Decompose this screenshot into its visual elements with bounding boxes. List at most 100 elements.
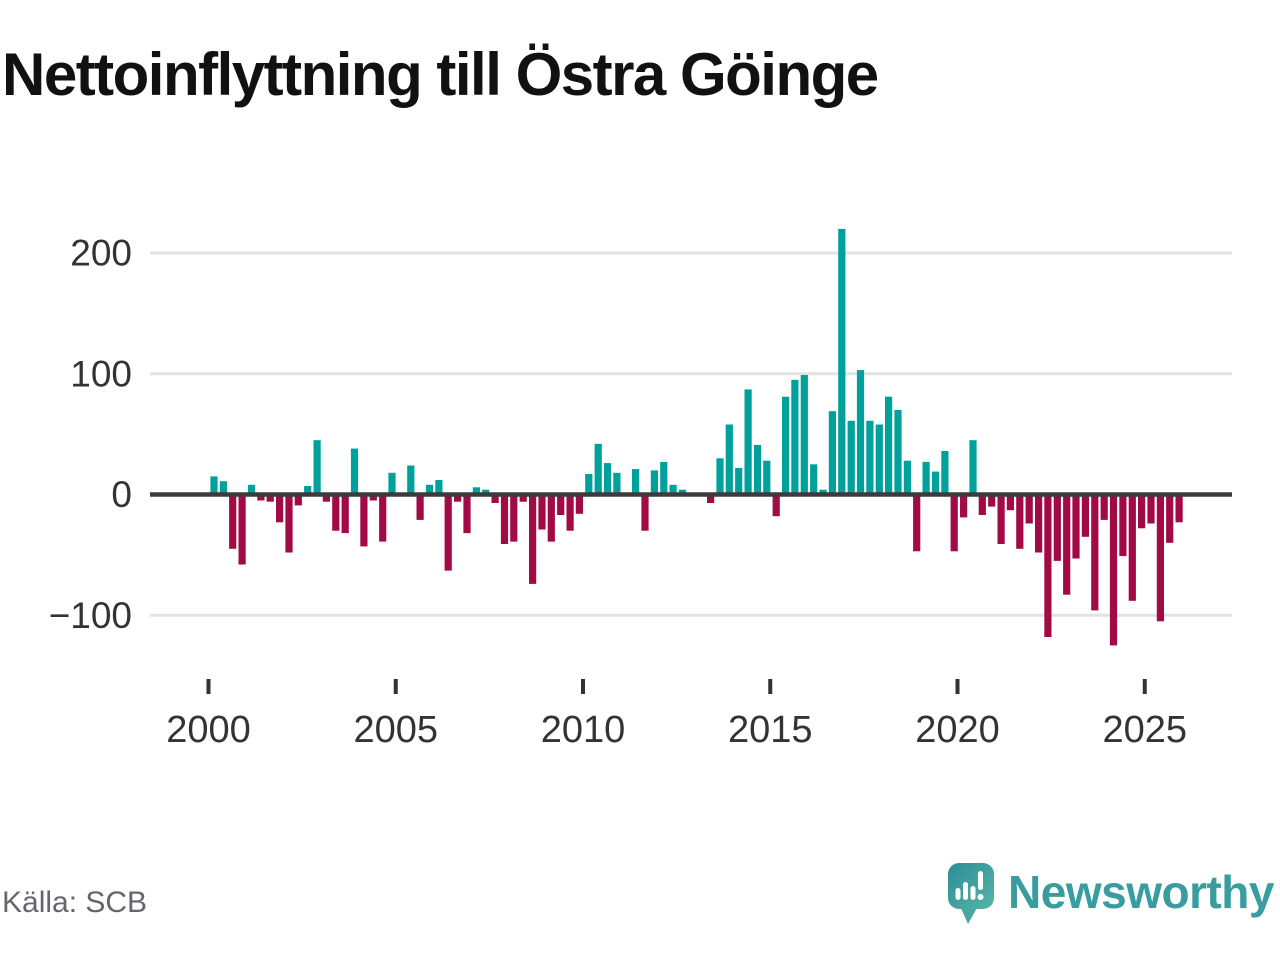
bar [575,494,583,514]
bar [763,460,771,495]
bar [716,458,724,495]
bar [838,228,846,495]
bar [641,494,649,531]
bar [725,424,733,495]
bar [791,379,799,495]
bar [950,494,958,552]
bar [800,375,808,495]
bar [238,494,246,565]
bar [660,461,668,495]
bar [557,494,565,515]
bar [247,484,256,495]
bar [1035,494,1043,553]
bar [772,494,780,517]
bar [819,489,827,495]
bar [219,481,227,495]
bar [885,396,893,495]
x-axis-tick-label: 2015 [728,709,813,751]
bar [1044,494,1052,637]
bar [519,494,527,502]
bar [678,489,687,495]
bar [1109,494,1118,646]
y-axis-tick-label: −100 [49,595,132,636]
bar [257,494,265,501]
y-axis-tick-label: 100 [70,353,132,394]
bar [472,487,480,495]
speech-bubble-body [948,863,995,909]
exclamation-dot [977,894,984,900]
brand-wordmark: Newsworthy [1008,866,1274,918]
exclamation-stem [978,871,984,890]
bar [1138,494,1146,529]
bar [407,465,415,495]
page-title: Nettoinflyttning till Östra Göinge [2,41,879,108]
bar [735,467,743,495]
bar [463,494,471,534]
bar [510,494,518,542]
bar [828,411,836,495]
bar [1053,494,1061,561]
bar [529,494,537,584]
x-axis-tick-label: 2025 [1102,709,1187,751]
bar [753,445,762,495]
x-axis-tick-label: 2000 [166,709,251,751]
bar [210,476,218,495]
bar [594,443,602,495]
bar [379,494,387,542]
bar [500,494,509,544]
bar [866,420,874,495]
bar [1166,494,1174,543]
bar [1072,494,1080,559]
bar [369,494,377,501]
bar [669,484,677,495]
y-axis-tick-label: 0 [111,474,132,515]
bar [304,486,312,495]
bar [332,494,340,531]
bar [585,474,593,495]
bar [1091,494,1099,611]
bar [613,472,621,495]
bar [1156,494,1164,622]
bar [1175,494,1183,523]
bar [1100,494,1108,520]
bar [1128,494,1136,601]
bar [482,489,490,495]
bar [913,494,921,552]
y-axis-tick-label: 200 [70,233,132,274]
bar [435,480,443,495]
bar [969,440,977,495]
bar-chart-glyph [955,871,984,900]
bar [388,472,396,495]
bar [454,494,462,502]
bar [285,494,293,553]
bar [444,494,452,571]
x-axis-tick-label: 2020 [915,709,1000,751]
bar [650,470,658,495]
bar [632,469,640,495]
newsworthy-logo: Newsworthy [947,862,1274,926]
bar [978,494,986,515]
bar [603,463,612,495]
bar [1081,494,1089,537]
bar [894,410,902,495]
bar [294,494,302,506]
source-label: Källa: SCB [2,886,148,919]
bar [1119,494,1127,557]
bar [1063,494,1071,595]
bar [922,461,930,495]
bar [322,494,330,502]
bar [491,494,499,503]
bar [941,451,949,495]
bar [1006,494,1014,511]
bar [341,494,349,534]
bar [538,494,546,530]
bar [229,494,237,549]
bar [425,484,434,495]
bar [856,370,865,495]
bar [931,471,940,495]
bar [266,494,274,502]
bar [313,440,321,495]
bar [566,494,574,531]
